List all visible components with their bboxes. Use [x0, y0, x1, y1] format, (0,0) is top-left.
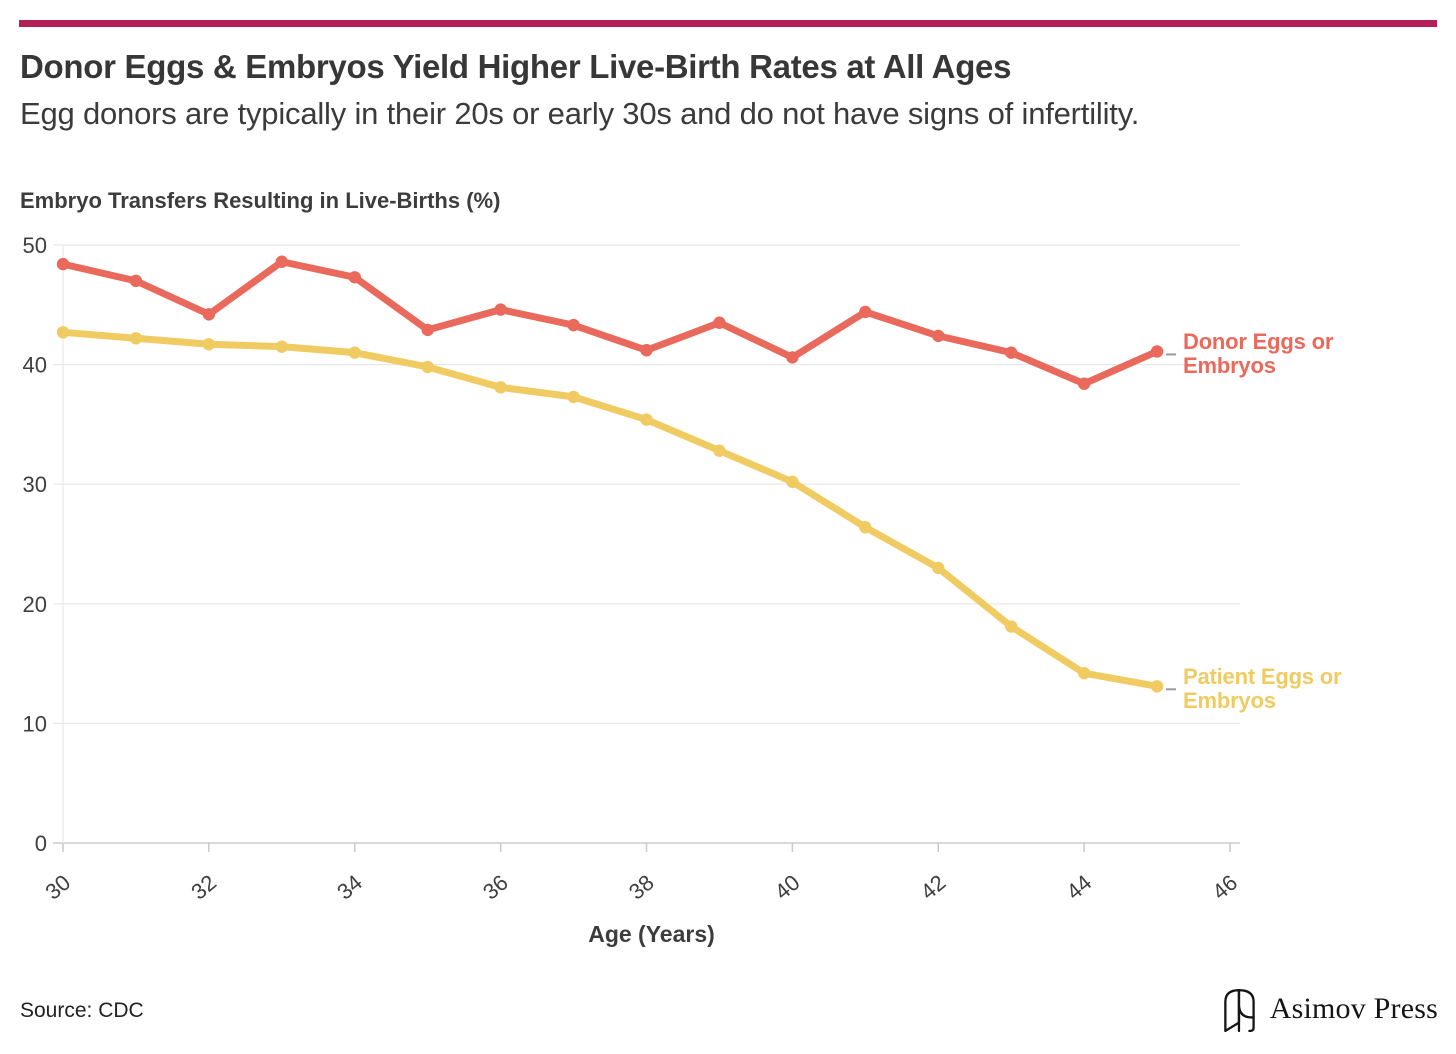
legend-patient-line1: Patient Eggs or [1183, 664, 1342, 689]
brand-lockup: Asimov Press [1222, 985, 1438, 1033]
source-note: Source: CDC [20, 999, 144, 1022]
point-donor-43 [1004, 346, 1018, 359]
point-patient-39 [713, 444, 726, 457]
legend-donor-eggs: Donor Eggs or Embryos [1183, 330, 1333, 378]
point-patient-41 [859, 521, 872, 534]
point-donor-42 [932, 329, 945, 343]
point-donor-44 [1077, 377, 1091, 390]
x-tick-label-40: 40 [770, 870, 805, 905]
point-patient-38 [640, 413, 653, 426]
y-tick-label-30: 30 [23, 472, 47, 497]
point-donor-30 [56, 257, 70, 271]
point-donor-45 [1150, 345, 1164, 358]
y-tick-label-20: 20 [23, 592, 47, 617]
point-patient-37 [567, 390, 580, 404]
point-patient-36 [494, 381, 507, 394]
point-donor-32 [202, 308, 216, 321]
point-patient-35 [421, 360, 434, 374]
y-tick-label-10: 10 [23, 711, 47, 736]
accent-bar [19, 20, 1437, 27]
point-patient-42 [932, 561, 945, 575]
page-subtitle: Egg donors are typically in their 20s or… [20, 96, 1140, 131]
point-donor-35 [421, 323, 434, 337]
chart-title: Embryo Transfers Resulting in Live-Birth… [20, 188, 501, 213]
x-tick-label-34: 34 [332, 870, 367, 905]
brand-name: Asimov Press [1269, 992, 1438, 1025]
x-tick-label-30: 30 [40, 870, 75, 905]
legend-donor-line2: Embryos [1183, 353, 1276, 378]
x-tick-label-42: 42 [916, 870, 951, 905]
legend-patient-eggs: Patient Eggs or Embryos [1183, 664, 1342, 713]
point-patient-33 [275, 340, 289, 353]
x-tick-label-44: 44 [1062, 870, 1097, 905]
point-patient-40 [786, 475, 799, 489]
x-tick-label-32: 32 [186, 870, 221, 905]
legend-patient-line2: Embryos [1183, 688, 1276, 713]
x-axis-title: Age (Years) [588, 921, 715, 947]
y-tick-label-50: 50 [23, 233, 47, 258]
point-patient-43 [1004, 620, 1018, 633]
point-donor-41 [859, 305, 872, 319]
y-tick-label-0: 0 [35, 831, 47, 856]
line-donor [59, 258, 1161, 388]
point-patient-31 [129, 332, 143, 345]
point-patient-45 [1150, 680, 1164, 693]
point-patient-32 [202, 338, 216, 351]
point-donor-39 [713, 316, 726, 329]
point-donor-34 [348, 271, 361, 284]
y-tick-label-40: 40 [23, 353, 47, 378]
point-donor-40 [786, 351, 799, 364]
legend-donor-line1: Donor Eggs or [1183, 329, 1334, 354]
point-donor-37 [567, 318, 580, 332]
x-tick-label-46: 46 [1207, 870, 1242, 905]
x-tick-label-38: 38 [624, 870, 659, 905]
point-patient-44 [1077, 666, 1091, 680]
point-donor-31 [129, 274, 143, 288]
point-patient-30 [56, 326, 70, 339]
point-patient-34 [348, 346, 361, 359]
asimov-press-logo-icon [1223, 989, 1255, 1032]
line-patient [59, 328, 1161, 690]
point-donor-38 [640, 344, 653, 357]
x-tick-label-36: 36 [478, 870, 513, 905]
point-donor-33 [275, 255, 289, 268]
point-donor-36 [494, 303, 507, 316]
page-title: Donor Eggs & Embryos Yield Higher Live-B… [20, 48, 1012, 85]
